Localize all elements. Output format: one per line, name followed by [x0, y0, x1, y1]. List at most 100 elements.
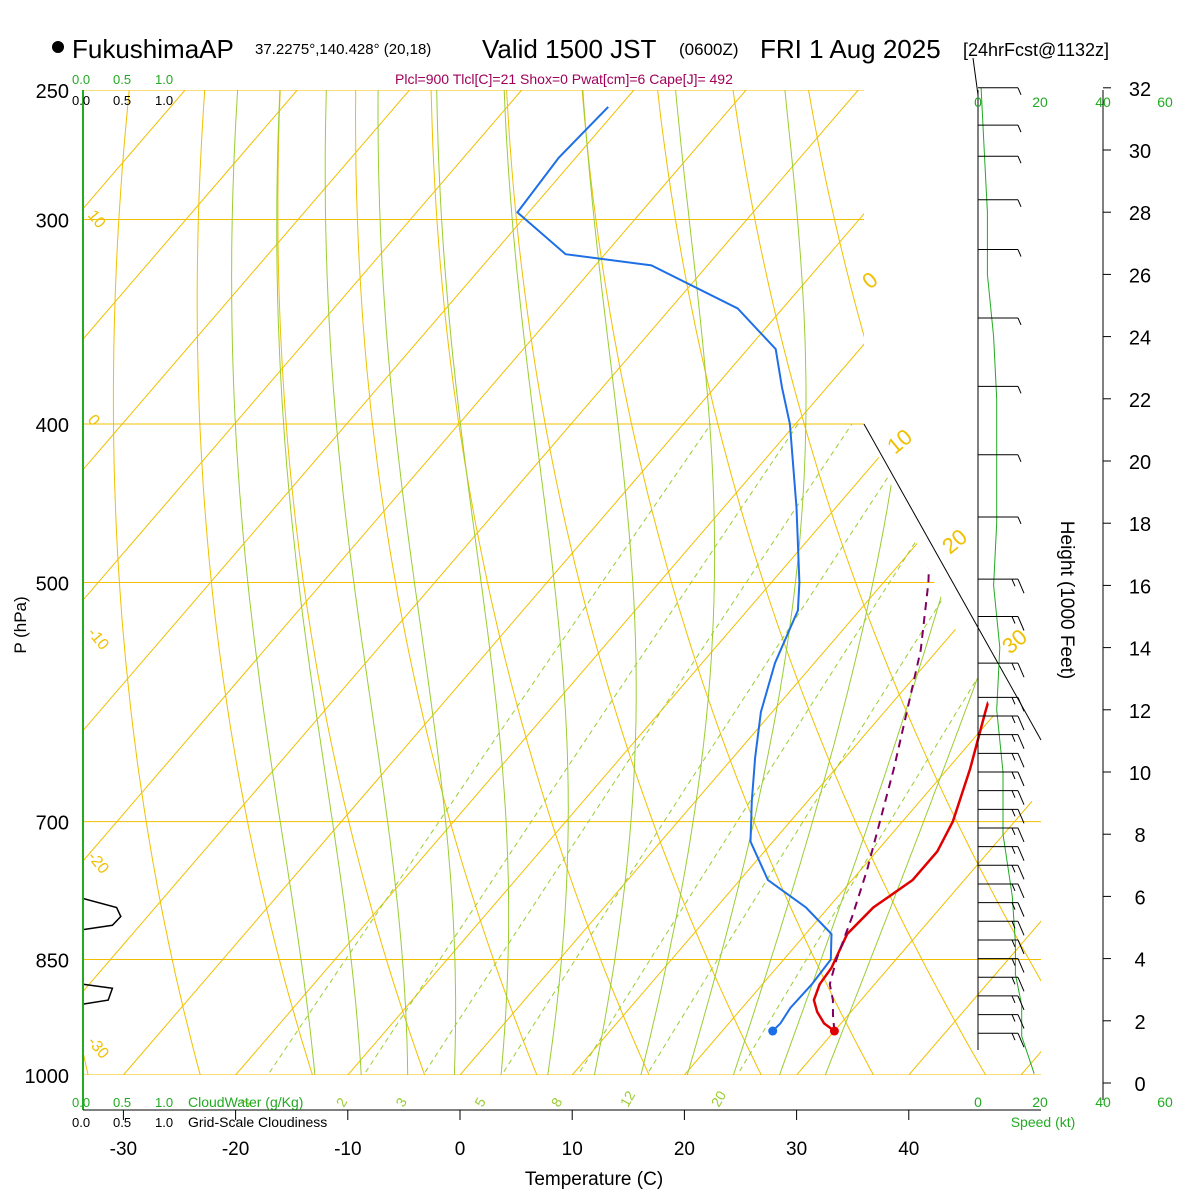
pressure-tick-label: 700	[36, 813, 69, 835]
wind-speed-line	[980, 87, 1035, 1074]
wind-barb-icon	[978, 155, 1022, 164]
wind-barb-feather	[1017, 958, 1025, 973]
wind-barb-feather	[1011, 616, 1016, 624]
height-tick-label: 32	[1129, 79, 1151, 101]
wind-barb-icon	[978, 199, 1022, 207]
isotherm-line	[1020, 90, 1041, 1075]
wind-barb-feather	[1011, 771, 1016, 780]
height-tick-label: 4	[1134, 950, 1145, 972]
wind-barb-icon	[978, 616, 1025, 631]
wind-barb-feather	[1011, 662, 1016, 671]
wind-barb-feather	[1017, 87, 1022, 95]
height-tick-label: 20	[1129, 452, 1151, 474]
moist-adiabat-line	[231, 90, 319, 1075]
wind-barb-feather	[1017, 977, 1025, 992]
height-tick-label: 26	[1129, 265, 1151, 287]
wind-barb-feather	[1011, 1014, 1016, 1022]
wind-barb-feather	[1011, 753, 1016, 761]
sfc_temp-marker	[829, 1026, 839, 1036]
wind-barb-feather	[1017, 516, 1022, 525]
valid-date: FRI 1 Aug 2025	[760, 34, 941, 64]
x-tick-label: -20	[222, 1139, 249, 1160]
station-name: FukushimaAP	[72, 34, 234, 64]
parcel-line	[828, 219, 933, 1032]
station-coords: 37.2275°,140.428° (20,18)	[255, 41, 431, 58]
gs-bottom-tick: 1.0	[155, 1115, 173, 1130]
wind-barb-icon	[978, 958, 1025, 973]
x-tick-label: -30	[110, 1139, 137, 1160]
dry-adiabat-line	[654, 90, 1007, 1075]
wind-barb-feather	[1017, 199, 1022, 207]
speed-bottom-tick: 20	[1032, 1094, 1048, 1110]
moist-adiabat-line	[582, 90, 637, 1075]
wind-barb-feather	[1017, 1014, 1025, 1029]
wind-barb-feather	[1017, 386, 1022, 394]
wind-barb-icon	[978, 976, 1025, 992]
pressure-tick-label: 400	[36, 415, 69, 437]
wind-barb-feather	[1011, 715, 1016, 724]
cw-bottom-tick: 0.0	[72, 1095, 90, 1110]
dry-adiabat-line	[728, 90, 1041, 1075]
height-tick-label: 24	[1129, 328, 1151, 350]
panel-connector-line	[863, 423, 1042, 741]
x-tick-label: 0	[455, 1139, 466, 1160]
mixing-ratio-line	[400, 423, 853, 1075]
dry-adiabat-line	[196, 90, 325, 1075]
gs-bottom-tick: 0.5	[113, 1115, 131, 1130]
speed-axis-top: 0 20 40 60	[974, 94, 1173, 110]
pressure-tick-label: 500	[36, 574, 69, 596]
mixing-ratio-label: 12	[617, 1088, 639, 1110]
wind-barb-icon	[978, 902, 1025, 917]
wind-barb-feather	[1017, 249, 1022, 257]
pressure-tick-label: 300	[36, 211, 69, 233]
wind-barb-icon	[978, 846, 1025, 861]
isotherm-label: -10	[84, 625, 112, 654]
x-tick-label: -10	[334, 1139, 361, 1160]
wind-barb-icon	[978, 317, 1022, 326]
pressure-tick-label: 1000	[25, 1066, 70, 1088]
dry-adiabat-line	[430, 90, 666, 1075]
wind-barb-feather	[1017, 124, 1022, 133]
speed-axis-bottom: 0 20 40 60 Speed (kt)	[974, 1094, 1173, 1130]
isotherm-line	[123, 90, 971, 1075]
dry-adiabat-line	[877, 90, 1041, 1075]
wind-barb-icon	[978, 662, 1025, 678]
isotherm-line	[347, 90, 1041, 1075]
wind-barb-feather	[1017, 921, 1025, 936]
wind-barb-feather	[1017, 790, 1025, 805]
gs-top-tick: 0.5	[113, 93, 131, 108]
moist-adiabat-line	[676, 90, 807, 1075]
wind-barb-feather	[1017, 616, 1025, 631]
mixing-ratio-line	[625, 423, 1041, 1075]
dry-adiabat-line	[1177, 61, 1200, 1110]
cw-bottom-tick: 0.5	[113, 1095, 131, 1110]
wind-barb-feather	[1011, 921, 1016, 929]
wind-barb-feather	[1017, 734, 1025, 749]
forecast-info: [24hrFcst@1132z]	[963, 40, 1109, 60]
theta-label: 10	[882, 424, 917, 459]
moist-adiabat-line	[811, 90, 1041, 1075]
dry-adiabat-line	[504, 90, 780, 1075]
theta-label: 0	[857, 267, 882, 294]
height-axis-title: Height (1000 Feet)	[1056, 521, 1077, 679]
wind-barb-feather	[1011, 790, 1016, 798]
isotherm-label: -30	[84, 1034, 112, 1063]
panel-connector-line	[972, 57, 979, 96]
wind-barb-icon	[978, 1032, 1025, 1048]
wind-barb-icon	[978, 790, 1025, 805]
height-tick-label: 2	[1134, 1012, 1145, 1034]
wind-barb-icon	[978, 516, 1022, 525]
height-tick-label: 10	[1129, 763, 1151, 785]
isotherm-label: -20	[84, 849, 112, 878]
mixing-ratio-label: 8	[548, 1095, 566, 1110]
pressure-tick-label: 250	[36, 81, 69, 103]
gs-bottom-tick: 0.0	[72, 1115, 90, 1130]
height-tick-label: 28	[1129, 203, 1151, 225]
height-tick-label: 12	[1129, 701, 1151, 723]
wind-barb-feather	[1011, 578, 1016, 587]
dewpoint-line	[516, 106, 833, 1032]
mixing-ratio-label: 20	[708, 1088, 730, 1110]
y-axis-title: P (hPa)	[11, 596, 30, 653]
x-tick-label: 30	[786, 1139, 807, 1160]
